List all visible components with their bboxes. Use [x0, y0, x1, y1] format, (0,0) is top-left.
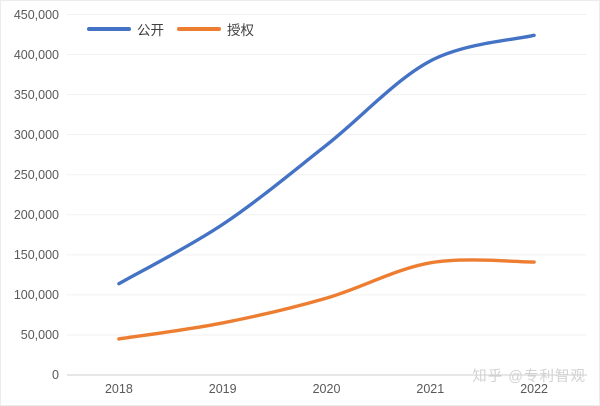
legend-label: 公开	[137, 23, 164, 38]
x-axis-tick-label: 2022	[520, 382, 548, 396]
y-axis-tick-label: 300,000	[13, 127, 59, 142]
y-axis-tick-label: 0	[52, 368, 59, 382]
legend-item-授权: 授权	[177, 19, 254, 39]
y-axis-tick-label: 150,000	[13, 247, 59, 262]
legend-line-swatch	[87, 27, 131, 31]
legend-line-swatch	[177, 27, 221, 31]
y-axis-tick-label: 450,000	[13, 7, 59, 22]
x-axis-tick-label: 2021	[416, 382, 445, 396]
legend-item-公开: 公开	[87, 19, 164, 39]
x-axis-tick-label: 2018	[104, 382, 133, 396]
y-axis-tick-label: 200,000	[13, 207, 59, 222]
x-axis-tick-label: 2020	[312, 382, 341, 396]
y-axis-tick-label: 50,000	[20, 327, 59, 342]
y-axis-tick-label: 400,000	[13, 47, 59, 62]
y-axis-tick-label: 350,000	[13, 87, 59, 102]
legend: 公开 授权	[87, 19, 254, 39]
series-line-公开	[117, 33, 536, 286]
watermark: 知乎 @专利智观	[472, 369, 586, 385]
y-axis-tick-label: 100,000	[13, 287, 59, 302]
y-axis-tick-label: 250,000	[13, 167, 59, 182]
series-line-授权	[117, 258, 536, 341]
legend-label: 授权	[227, 23, 254, 38]
x-axis-tick-label: 2019	[208, 382, 237, 396]
